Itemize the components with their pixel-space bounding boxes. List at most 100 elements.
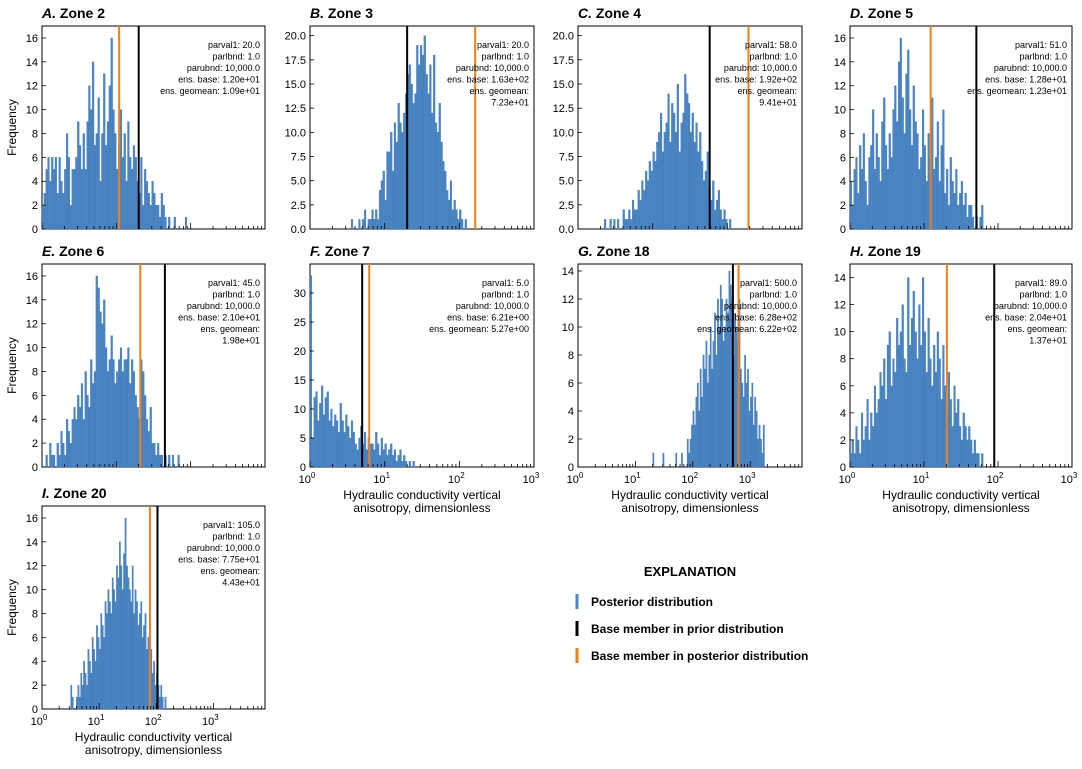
histogram-bar [901, 97, 904, 230]
histogram-bar [106, 371, 110, 468]
histogram-bar [84, 371, 87, 468]
annotation-line: ens. geomean: 6.22e+02 [697, 324, 797, 334]
histogram-bar [82, 133, 85, 230]
histogram-bar [69, 204, 72, 230]
annotation-line: parlbnd: 1.0 [1019, 52, 1067, 62]
y-tick-label: 0.0 [291, 224, 306, 236]
histogram-bar [365, 449, 368, 468]
histogram-bar [358, 219, 361, 230]
y-tick-label: 6 [840, 152, 846, 164]
histogram-bar [886, 345, 889, 468]
histogram-bar [56, 193, 59, 230]
y-tick-label: 15.0 [285, 79, 306, 91]
x-tick-label: 103 [1061, 471, 1078, 486]
histogram-bar [966, 439, 969, 468]
histogram-bar [343, 432, 346, 468]
y-tick-label: 10 [294, 404, 306, 416]
histogram-bar [675, 452, 678, 468]
histogram-bar [67, 157, 71, 230]
histogram-bar [953, 193, 956, 230]
histogram-bar [886, 169, 889, 230]
annotation-line: parval1: 89.0 [1015, 278, 1067, 288]
histogram-bar [412, 461, 415, 468]
annotation-line: parval1: 45.0 [208, 278, 260, 288]
histogram-bar [855, 157, 858, 230]
histogram-bar [656, 141, 659, 230]
x-tick-label: 102 [448, 471, 465, 486]
annotation-line: parlbnd: 1.0 [749, 52, 797, 62]
histogram-bar [933, 169, 936, 230]
annotation-line: parval1: 20.0 [477, 40, 529, 50]
histogram-bar [715, 354, 718, 468]
y-tick-label: 4 [840, 176, 846, 188]
histogram-bar [896, 318, 899, 468]
y-tick-label: 17.5 [553, 55, 574, 67]
histogram-bar [113, 589, 115, 710]
histogram-bar [721, 219, 724, 230]
panel-title: C. Zone 4 [578, 5, 641, 21]
histogram-bar [633, 209, 636, 230]
y-tick-label: 5 [300, 433, 306, 445]
histogram-bar [160, 454, 163, 468]
histogram-bar [88, 407, 91, 468]
histogram-bar [938, 358, 941, 468]
histogram-bar [94, 661, 97, 710]
y-tick-label: 2 [32, 438, 38, 450]
y-tick-label: 8 [32, 128, 38, 140]
y-tick-label: 14 [562, 266, 574, 278]
histogram-bar [881, 121, 884, 230]
histogram-bar [105, 145, 108, 230]
histogram-bar [717, 190, 720, 230]
histogram-bar [940, 145, 943, 230]
y-tick-label: 12 [26, 561, 38, 573]
histogram-bar [892, 109, 895, 230]
histogram-bar [149, 407, 152, 468]
histogram-bar [914, 121, 917, 230]
histogram-bar [71, 696, 74, 710]
histogram-bar [380, 437, 383, 468]
x-tick-label: 103 [202, 713, 219, 728]
annotation-line: parubnd: 10,000.0 [724, 301, 797, 311]
annotation-line: parval1: 5.0 [482, 278, 529, 288]
histogram-bar [311, 437, 314, 468]
histogram-bar [62, 193, 65, 230]
histogram-bar [144, 395, 147, 468]
histogram-bar [940, 399, 943, 468]
histogram-bar [888, 133, 891, 230]
histogram-bar [910, 145, 914, 230]
y-tick-label: 12 [562, 294, 574, 306]
histogram-bar [872, 426, 875, 468]
histogram-bar [114, 601, 117, 710]
histogram-bar [920, 157, 923, 230]
histogram-bar [697, 151, 700, 230]
y-tick-label: 16 [26, 513, 38, 525]
histogram-bar [110, 613, 113, 710]
histogram-bar [464, 219, 467, 230]
histogram-bar [691, 424, 693, 468]
histogram-bar [101, 133, 104, 230]
histogram-bar [386, 151, 389, 230]
histogram-bar [960, 181, 963, 230]
histogram-bar [106, 613, 108, 710]
histogram-bar [936, 331, 939, 468]
histogram-bar [729, 219, 732, 230]
histogram-bar [716, 199, 719, 230]
histogram-bar [750, 396, 752, 468]
y-axis-label: Frequency [5, 579, 19, 636]
histogram-bar [326, 391, 329, 468]
histogram-bar [661, 151, 664, 230]
histogram-bar [979, 216, 982, 230]
y-tick-label: 10 [834, 105, 846, 117]
histogram-bar [120, 565, 123, 710]
y-tick-label: 12 [26, 81, 38, 93]
histogram-bar [66, 419, 69, 468]
histogram-bar [892, 358, 895, 468]
histogram-bar [53, 454, 56, 468]
histogram-bar [399, 122, 402, 230]
y-tick-label: 5.0 [559, 176, 574, 188]
histogram-bar [51, 454, 54, 468]
histogram-bar [704, 170, 707, 230]
y-tick-label: 4 [568, 406, 574, 418]
histogram-bar [688, 103, 691, 230]
